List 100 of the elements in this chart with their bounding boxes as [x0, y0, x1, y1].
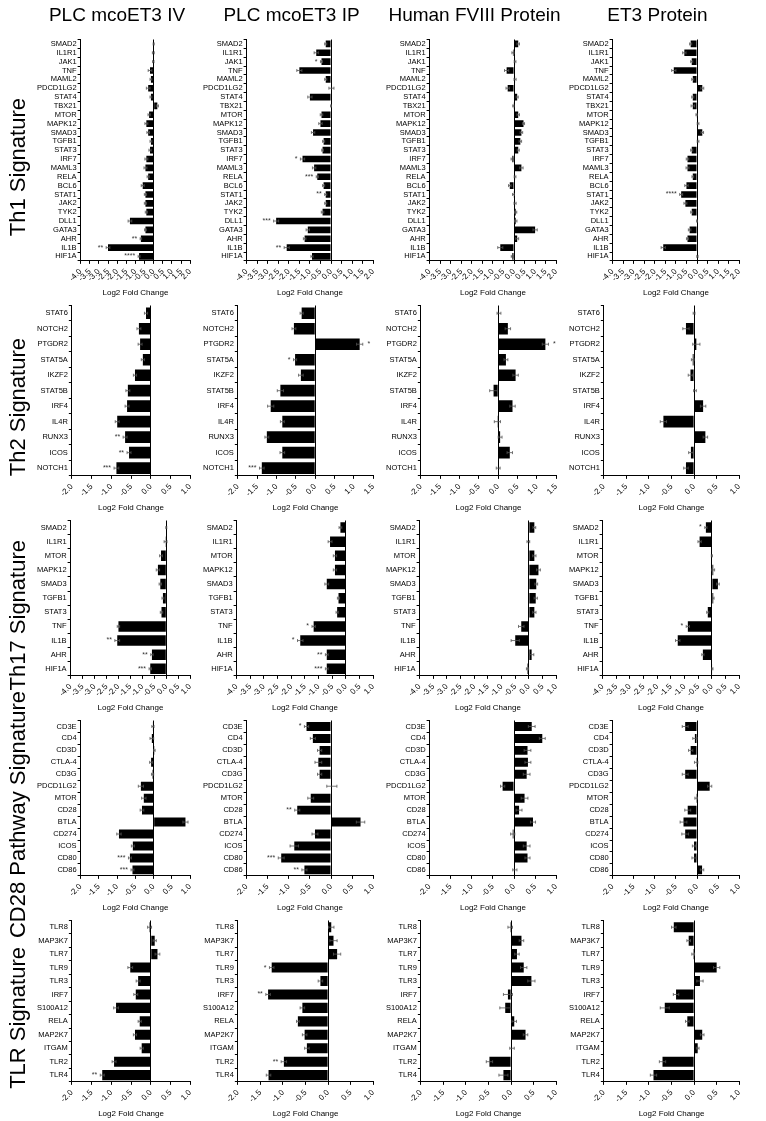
x-tick-label: -2.0 [416, 881, 433, 898]
x-tick-label: 0.5 [705, 481, 721, 497]
x-tick-label: 0.5 [706, 881, 722, 897]
x-tick-label: 0.5 [159, 481, 174, 497]
x-tick-label: -1.5 [244, 481, 261, 498]
x-axis-title: Log2 Fold Change [459, 288, 527, 298]
chart-title: ET3 Protein [606, 3, 709, 27]
x-tick-label: 0.0 [334, 681, 350, 697]
x-tick-label: 0.0 [319, 881, 335, 897]
x-tick-label: -2.0 [407, 1087, 425, 1104]
x-tick-label: -0.5 [658, 481, 675, 498]
y-axis-title: Th2 Signature [5, 338, 31, 477]
x-tick-label: -1.0 [452, 1087, 470, 1104]
x-tick-label: 1.0 [361, 681, 377, 697]
x-tick-label: -0.5 [465, 481, 483, 498]
x-tick-label: 0.0 [142, 881, 158, 897]
x-tick-label: -0.5 [685, 681, 702, 698]
x-tick-label: 1.0 [727, 481, 743, 497]
x-tick-label: -1.5 [620, 881, 638, 898]
x-tick-label: -1.0 [446, 481, 463, 498]
x-tick-label: -0.5 [502, 681, 519, 698]
x-axis-title: Log2 Fold Change [276, 288, 344, 298]
x-axis-title: Log2 Fold Change [638, 1109, 705, 1119]
x-tick-label: -1.0 [98, 481, 115, 498]
x-tick-label: 0.5 [523, 881, 539, 897]
x-tick-label: 0.0 [139, 1087, 155, 1103]
x-axis-title: Log2 Fold Change [454, 703, 522, 713]
x-tick-label: 1.0 [525, 481, 541, 497]
x-tick-label: -1.0 [641, 881, 659, 898]
chart-title: Human FVIII Protein [387, 3, 562, 27]
x-tick-label: -0.5 [296, 881, 314, 898]
x-axis-title: Log2 Fold Change [642, 903, 710, 913]
x-axis-title: Log2 Fold Change [271, 703, 339, 713]
x-tick-label: -0.5 [292, 1087, 309, 1104]
x-tick-label: 1.0 [178, 881, 194, 897]
x-tick-label: -2.0 [58, 481, 76, 498]
x-tick-label: -2.0 [67, 881, 84, 898]
x-axis-title: Log2 Fold Change [459, 903, 527, 913]
x-axis-title: Log2 Fold Change [642, 288, 710, 298]
y-axis-title: Th1 Signature [5, 97, 31, 237]
x-tick-label: 0.0 [682, 1087, 698, 1103]
x-axis-title: Log2 Fold Change [98, 503, 165, 513]
x-tick-label: -1.5 [427, 481, 444, 498]
x-tick-label: 0.5 [348, 681, 363, 697]
x-tick-label: 0.0 [502, 881, 518, 897]
x-tick-label: -1.0 [635, 481, 653, 498]
x-tick-label: 0.5 [714, 681, 729, 697]
x-tick-label: 0.5 [160, 881, 176, 897]
x-tick-label: 1.0 [342, 481, 358, 497]
x-tick-label: 0.5 [339, 1087, 355, 1103]
y-axis-title: Th17 Signature [5, 539, 31, 691]
x-tick-label: -2.0 [233, 881, 250, 898]
x-tick-label: 1.0 [727, 1087, 743, 1103]
x-tick-label: -1.0 [458, 881, 476, 898]
x-tick-label: -2.0 [590, 481, 608, 498]
chart-title: PLC mcoET3 IP [222, 3, 361, 27]
x-tick-label: -1.5 [613, 1087, 630, 1104]
x-tick-label: -2.0 [224, 1087, 242, 1104]
x-tick-label: -1.0 [98, 1087, 115, 1104]
x-axis-title: Log2 Fold Change [102, 903, 169, 913]
x-tick-label: 1.0 [361, 881, 377, 897]
x-tick-label: 0.0 [486, 481, 502, 497]
x-axis-title: Log2 Fold Change [276, 903, 344, 913]
x-tick-label: -4.0 [589, 681, 606, 698]
x-tick-label: 0.5 [506, 481, 521, 497]
x-tick-label: -1.5 [78, 481, 95, 498]
x-tick-label: -2.0 [590, 1087, 608, 1104]
x-axis-title: Log2 Fold Change [455, 503, 522, 513]
x-tick-label: 0.0 [303, 481, 319, 497]
x-tick-label: 1.0 [544, 881, 560, 897]
x-tick-label: -4.0 [57, 681, 74, 698]
x-tick-label: 0.0 [682, 481, 698, 497]
y-axis-title: TLR Signature [5, 947, 31, 1089]
x-tick-label: 0.0 [517, 681, 533, 697]
x-tick-label: 1.0 [544, 681, 560, 697]
x-tick-label: 0.0 [316, 1087, 332, 1103]
x-tick-label: -1.5 [85, 881, 103, 898]
x-tick-label: 0.5 [522, 1087, 538, 1103]
x-tick-label: -2.0 [407, 481, 425, 498]
x-tick-label: 0.5 [159, 1087, 174, 1103]
x-tick-label: 0.0 [700, 681, 716, 697]
x-tick-label: 1.0 [544, 1087, 560, 1103]
x-tick-label: -0.5 [475, 1087, 492, 1104]
x-tick-label: 1.0 [178, 1087, 194, 1103]
x-axis-title: Log2 Fold Change [98, 1109, 165, 1119]
x-axis-title: Log2 Fold Change [97, 703, 164, 713]
x-axis-title: Log2 Fold Change [638, 503, 705, 513]
x-tick-label: -0.5 [662, 881, 680, 898]
x-tick-label: -1.5 [254, 881, 272, 898]
x-tick-label: -1.0 [263, 481, 280, 498]
x-tick-label: 0.5 [531, 681, 546, 697]
x-tick-label: -1.0 [103, 881, 121, 898]
x-tick-label: -1.5 [247, 1087, 264, 1104]
x-tick-label: 1.0 [361, 1087, 377, 1103]
x-tick-label: -1.5 [437, 881, 455, 898]
x-tick-label: 1.0 [727, 881, 743, 897]
chart-title: PLC mcoET3 IV [47, 3, 187, 27]
x-tick-label: 1.5 [361, 481, 377, 497]
x-tick-label: -0.5 [319, 681, 336, 698]
x-tick-label: 1.5 [544, 481, 560, 497]
